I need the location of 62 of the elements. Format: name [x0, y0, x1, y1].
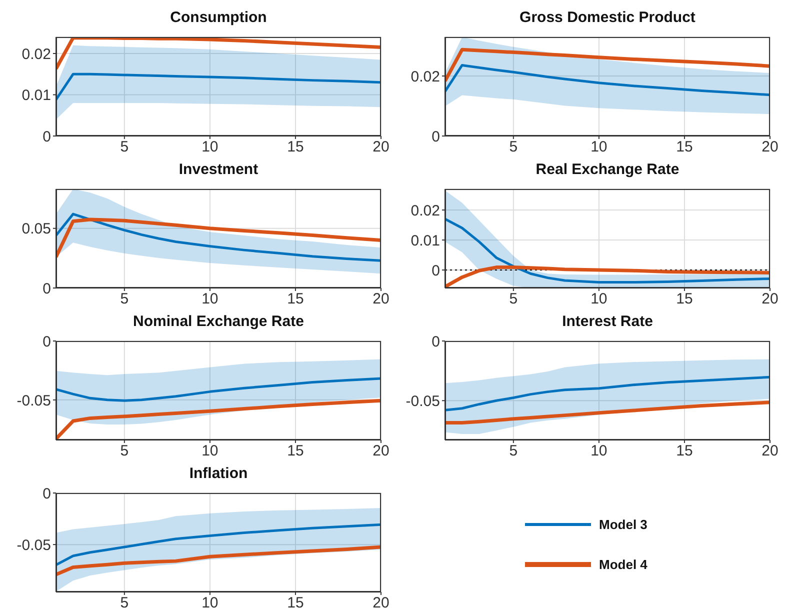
x-tick-label: 15: [676, 442, 693, 460]
y-tick-label: 0: [42, 128, 51, 146]
line-series: [56, 545, 381, 576]
x-tick-label: 10: [202, 442, 218, 460]
y-tick-label: 0.05: [22, 220, 51, 238]
x-tick-label: 20: [762, 138, 778, 156]
x-tick-label: 10: [202, 290, 218, 308]
x-tick-label: 20: [762, 442, 778, 460]
x-tick-label: 20: [372, 594, 390, 612]
x-tick-label: 15: [287, 138, 304, 156]
x-tick-label: 5: [120, 290, 129, 308]
x-tick-label: 15: [676, 138, 693, 156]
y-tick-label: 0: [42, 333, 51, 350]
y-tick-label: 0.02: [410, 68, 440, 86]
chart-title: Real Exchange Rate: [534, 160, 680, 180]
chart-title: Investment: [178, 160, 260, 180]
y-tick-label: 0: [432, 333, 440, 350]
x-tick-label: 5: [509, 290, 518, 308]
x-tick-label: 10: [202, 138, 218, 156]
y-tick-label: 0: [432, 262, 440, 280]
y-tick-label: 0.01: [22, 87, 51, 104]
x-tick-label: 15: [287, 442, 304, 460]
chart-title: Interest Rate: [561, 312, 654, 332]
x-tick-label: 20: [372, 442, 390, 460]
y-tick-label: 0.01: [410, 232, 440, 250]
x-tick-label: 5: [120, 138, 129, 156]
line-series: [56, 72, 381, 101]
x-tick-label: 5: [509, 138, 518, 156]
x-tick-label: 20: [372, 290, 390, 308]
x-tick-label: 10: [590, 442, 608, 460]
x-tick-label: 10: [590, 290, 608, 308]
y-tick-label: 0: [432, 128, 440, 146]
y-tick-label: 0: [42, 485, 51, 502]
x-tick-label: 5: [120, 594, 129, 612]
x-tick-label: 10: [590, 138, 608, 156]
x-tick-label: 15: [287, 290, 304, 308]
x-tick-label: 20: [372, 138, 390, 156]
line-series: [445, 400, 770, 424]
y-tick-label: -0.05: [16, 536, 51, 554]
line-series: [56, 523, 381, 566]
y-tick-label: 0: [42, 280, 51, 298]
line-series: [445, 376, 770, 412]
chart-title: Nominal Exchange Rate: [132, 312, 305, 332]
y-tick-label: -0.05: [406, 392, 440, 410]
text: Model 3: [599, 516, 648, 532]
x-tick-label: 10: [202, 594, 218, 612]
text: Model 4: [599, 556, 648, 572]
x-tick-label: 15: [287, 594, 304, 612]
y-tick-label: 0.02: [22, 46, 51, 63]
x-tick-label: 20: [762, 290, 778, 308]
line-series: [445, 48, 770, 83]
chart-title: Inflation: [188, 464, 249, 484]
y-tick-label: -0.05: [16, 392, 51, 410]
x-tick-label: 5: [120, 442, 129, 460]
chart-title: Consumption: [169, 8, 268, 28]
y-tick-label: 0.02: [410, 202, 440, 220]
line-series: [56, 377, 381, 402]
x-tick-label: 5: [509, 442, 518, 460]
chart-title: Gross Domestic Product: [518, 8, 696, 28]
line-series: [445, 64, 770, 96]
line-series: [445, 218, 770, 284]
x-tick-label: 15: [676, 290, 693, 308]
